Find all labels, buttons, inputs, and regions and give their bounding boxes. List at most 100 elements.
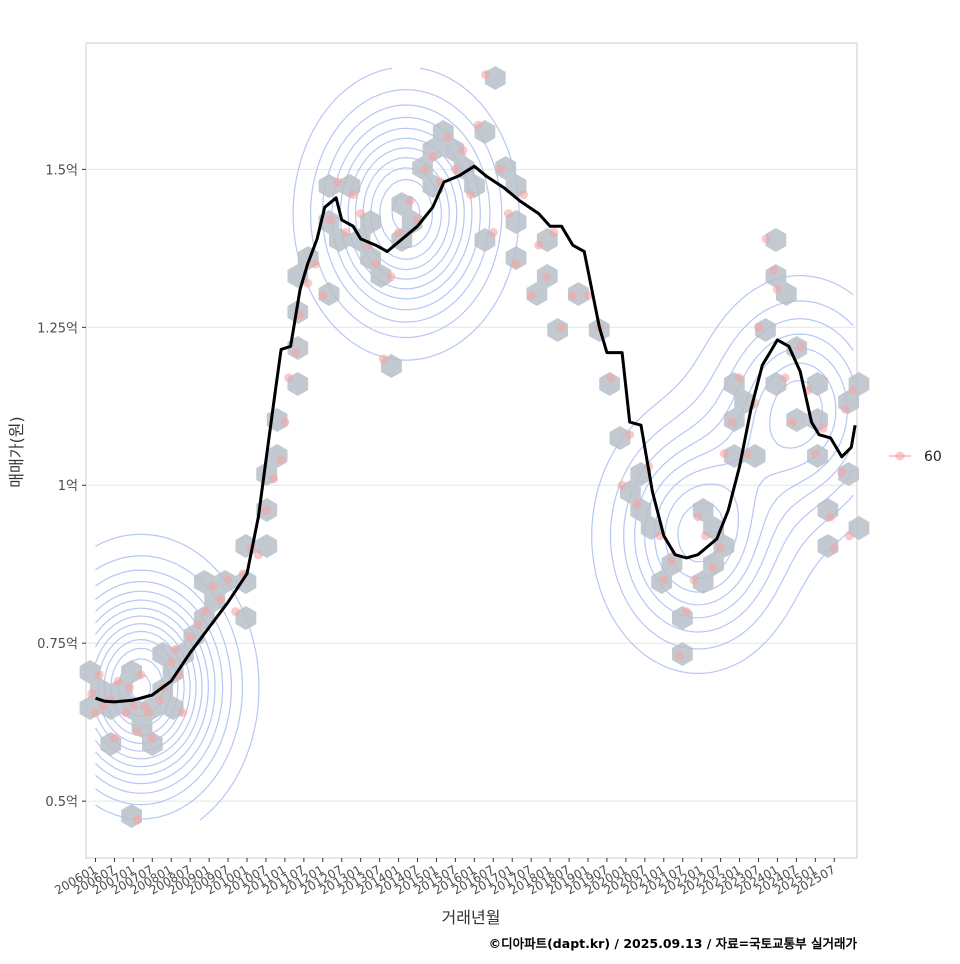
data-point	[405, 196, 415, 206]
data-point	[488, 228, 498, 238]
data-point	[682, 607, 692, 617]
hexbin	[121, 660, 142, 684]
data-point	[155, 695, 165, 705]
data-point	[511, 259, 521, 269]
data-point	[617, 480, 627, 490]
data-point	[420, 164, 430, 174]
hexbin	[838, 462, 859, 486]
data-point	[606, 373, 616, 383]
hexbin	[744, 444, 766, 468]
data-point	[200, 607, 210, 617]
hexbin	[692, 570, 714, 594]
data-point	[318, 291, 328, 301]
data-point	[325, 215, 335, 225]
data-point	[310, 259, 320, 269]
data-point	[303, 278, 313, 288]
data-point	[727, 417, 737, 427]
data-point	[269, 474, 279, 484]
hexbin	[505, 246, 527, 270]
hexbin	[204, 588, 226, 612]
hexbin	[79, 660, 101, 684]
data-point	[659, 575, 669, 585]
hexbin	[443, 138, 465, 162]
data-point	[788, 417, 798, 427]
data-point	[583, 291, 593, 301]
data-point	[844, 531, 854, 541]
hexbin	[422, 138, 444, 162]
trend-line-layer	[95, 164, 857, 704]
data-point	[295, 310, 305, 320]
hexbin	[495, 156, 517, 180]
density-contour	[95, 116, 854, 794]
data-point	[818, 423, 828, 433]
data-point	[215, 594, 225, 604]
data-point	[132, 815, 142, 825]
data-point	[443, 133, 453, 143]
data-point	[450, 164, 460, 174]
data-point	[333, 177, 343, 187]
data-point	[193, 619, 203, 629]
hexbin	[142, 732, 163, 756]
data-point	[109, 733, 119, 743]
legend-key-point	[895, 451, 905, 461]
data-point	[284, 373, 294, 383]
data-point	[769, 265, 779, 275]
hexbin	[162, 696, 184, 720]
data-point	[261, 506, 271, 516]
data-point	[223, 575, 233, 585]
point-layer	[87, 70, 858, 825]
data-point	[128, 701, 138, 711]
data-point	[825, 512, 835, 522]
data-point	[519, 190, 529, 200]
data-point	[136, 670, 146, 680]
legend-label: 60	[924, 449, 942, 465]
data-point	[742, 449, 752, 459]
density-contours	[94, 67, 854, 821]
data-point	[795, 341, 805, 351]
data-point	[772, 284, 782, 294]
data-point	[841, 404, 851, 414]
y-tick-label: 1억	[58, 479, 78, 494]
y-tick-label: 1.25억	[37, 321, 78, 336]
data-point	[386, 272, 396, 282]
data-point	[113, 676, 123, 686]
data-point	[98, 701, 108, 711]
data-point	[147, 733, 157, 743]
data-point	[568, 291, 578, 301]
trend-line	[95, 164, 857, 704]
data-point	[90, 708, 100, 718]
data-point	[378, 354, 388, 364]
data-point	[689, 575, 699, 585]
data-point	[534, 240, 544, 250]
data-point	[428, 152, 438, 162]
data-point	[556, 322, 566, 332]
caption: ©디아파트(dapt.kr) / 2025.09.13 / 자료=국토교통부 실…	[489, 936, 858, 951]
data-point	[132, 727, 142, 737]
hexbin	[765, 228, 787, 252]
data-point	[666, 556, 676, 566]
density-contour	[95, 89, 854, 820]
data-point	[503, 209, 513, 219]
hexbin	[453, 156, 475, 180]
data-point	[848, 385, 858, 395]
data-point	[87, 689, 97, 699]
data-point	[341, 228, 351, 238]
data-point	[753, 322, 763, 332]
data-point	[496, 164, 506, 174]
data-point	[276, 455, 286, 465]
y-tick-label: 0.75억	[37, 637, 78, 652]
data-point	[810, 449, 820, 459]
data-point	[829, 543, 839, 553]
data-point	[231, 607, 241, 617]
data-point	[144, 708, 154, 718]
data-point	[394, 228, 404, 238]
data-point	[481, 70, 491, 80]
data-point	[719, 449, 729, 459]
data-point	[735, 373, 745, 383]
data-point	[458, 145, 468, 155]
data-point	[170, 645, 180, 655]
data-point	[674, 651, 684, 661]
hexbin	[370, 264, 392, 288]
density-contour	[95, 104, 854, 806]
